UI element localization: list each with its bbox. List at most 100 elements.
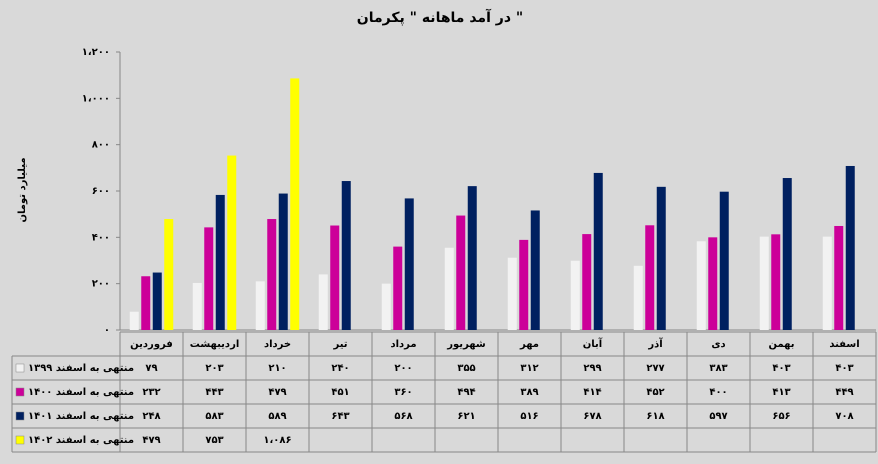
- table-value: ۳۸۹: [520, 387, 538, 398]
- table-value: ۱،۰۸۶: [263, 435, 291, 446]
- bar: [290, 78, 300, 330]
- bar: [530, 210, 540, 330]
- bar: [656, 186, 666, 330]
- table-value: ۴۹۴: [457, 387, 475, 398]
- bar: [696, 241, 706, 330]
- bar: [129, 311, 139, 330]
- table-value: ۴۴۹: [835, 387, 853, 398]
- table-value: ۴۷۹: [142, 435, 160, 446]
- table-value: ۴۵۱: [331, 387, 349, 398]
- bar: [141, 276, 151, 330]
- legend-key: [15, 363, 25, 373]
- table-value: ۲۴۰: [331, 363, 349, 374]
- table-value: ۴۷۹: [268, 387, 286, 398]
- bar: [845, 165, 855, 330]
- table-value: ۳۱۲: [520, 363, 538, 374]
- table-value: ۲۱۰: [268, 363, 286, 374]
- x-tick-label: مهر: [519, 339, 539, 350]
- bar: [318, 274, 328, 330]
- table-value: ۴۰۳: [835, 363, 853, 374]
- x-tick-label: آذر: [647, 337, 663, 350]
- x-tick-label: تیر: [332, 339, 347, 350]
- table-value: ۴۵۲: [646, 387, 664, 398]
- bar: [507, 257, 517, 330]
- bar: [593, 172, 603, 330]
- table-value: ۶۷۸: [583, 411, 601, 422]
- bar: [267, 219, 277, 330]
- bar: [456, 215, 466, 330]
- y-tick-label: ۴۰۰: [92, 232, 110, 243]
- y-tick-label: ۲۰۰: [92, 279, 110, 290]
- legend-label: منتهی به اسفند ۱۴۰۲: [28, 435, 134, 446]
- bar: [227, 155, 237, 330]
- table-value: ۷۹: [145, 363, 157, 374]
- x-tick-label: اسفند: [829, 339, 859, 350]
- table-value: ۴۰۰: [709, 387, 727, 398]
- x-tick-label: فروردین: [130, 339, 173, 350]
- y-tick-label: ۸۰۰: [92, 140, 110, 151]
- bar: [164, 219, 174, 330]
- table-value: ۵۱۶: [520, 411, 538, 422]
- table-value: ۵۸۹: [268, 411, 286, 422]
- y-tick-label: ۰: [104, 325, 110, 336]
- bar: [467, 186, 477, 330]
- table-value: ۲۹۹: [583, 363, 601, 374]
- table-value: ۳۵۵: [457, 363, 475, 374]
- bar: [719, 191, 729, 330]
- table-value: ۵۸۳: [205, 411, 223, 422]
- x-tick-label: مرداد: [390, 339, 416, 350]
- y-tick-label: ۶۰۰: [92, 186, 110, 197]
- bar: [330, 225, 340, 330]
- table-value: ۵۹۷: [709, 411, 727, 422]
- legend-key: [15, 387, 25, 397]
- x-tick-label: شهریور: [446, 339, 486, 350]
- bar: [771, 234, 781, 330]
- table-value: ۲۴۸: [142, 411, 160, 422]
- y-tick-label: ۱،۲۰۰: [82, 47, 110, 58]
- x-tick-label: بهمن: [768, 339, 794, 350]
- bar: [255, 281, 265, 330]
- table-value: ۲۷۷: [646, 363, 664, 374]
- chart-title: در آمد ماهانه " پکرمان ": [357, 8, 523, 26]
- table-value: ۲۰۰: [394, 363, 412, 374]
- table-value: ۴۱۳: [772, 387, 790, 398]
- bar: [645, 225, 655, 330]
- table-value: ۴۰۳: [772, 363, 790, 374]
- bar: [759, 236, 769, 330]
- table-value: ۲۰۳: [205, 363, 223, 374]
- bar: [192, 282, 202, 330]
- bar: [215, 194, 225, 330]
- x-tick-label: دی: [711, 339, 725, 350]
- legend-label: منتهی به اسفند ۱۴۰۰: [28, 387, 134, 398]
- bar: [633, 265, 643, 330]
- table-value: ۴۱۴: [583, 387, 601, 398]
- bar: [782, 178, 792, 330]
- bar: [834, 225, 844, 330]
- table-value: ۵۶۸: [394, 411, 412, 422]
- y-axis-label: میلیارد تومان: [17, 157, 28, 222]
- y-tick-label: ۱،۰۰۰: [82, 93, 110, 104]
- legend-key: [15, 411, 25, 421]
- bar: [341, 181, 351, 330]
- table-value: ۴۴۳: [205, 387, 223, 398]
- table-value: ۳۸۳: [709, 363, 727, 374]
- bar: [152, 272, 162, 330]
- bar: [278, 193, 288, 330]
- x-tick-label: خرداد: [264, 339, 291, 350]
- bar: [444, 247, 454, 330]
- table-value: ۶۲۱: [457, 411, 475, 422]
- x-tick-label: آبان: [583, 337, 603, 350]
- table-value: ۷۰۸: [835, 411, 853, 422]
- bar: [519, 239, 529, 330]
- table-value: ۶۴۳: [331, 411, 349, 422]
- bar: [570, 260, 580, 330]
- table-value: ۲۳۲: [142, 387, 160, 398]
- table-value: ۶۱۸: [646, 411, 664, 422]
- legend-label: منتهی به اسفند ۱۳۹۹: [28, 363, 134, 374]
- bar: [393, 246, 403, 330]
- table-value: ۷۵۳: [205, 435, 223, 446]
- bar: [381, 283, 391, 330]
- table-value: ۶۵۶: [772, 411, 790, 422]
- bar: [404, 198, 414, 330]
